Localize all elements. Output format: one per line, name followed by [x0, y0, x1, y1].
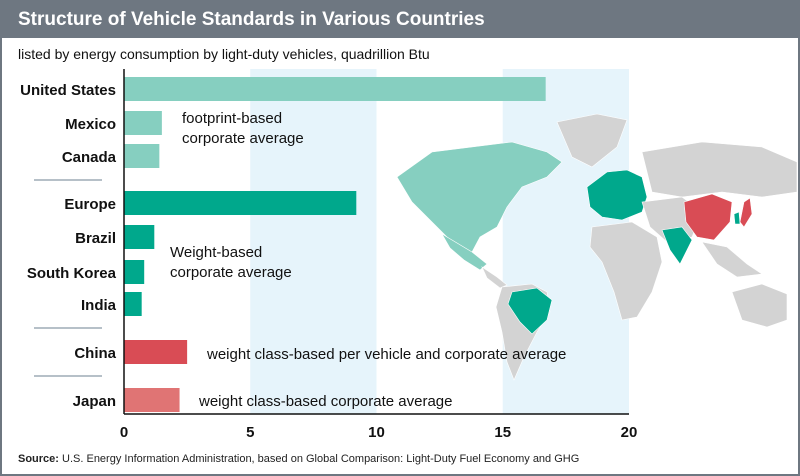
- map-india: [661, 226, 693, 265]
- map-russia: [641, 141, 798, 198]
- category-label: United States: [20, 82, 116, 99]
- bar-canada: [124, 144, 160, 168]
- map-central-america: [481, 266, 508, 289]
- map-southeast-asia: [701, 241, 763, 278]
- group-label: weight class-based corporate average: [198, 393, 452, 410]
- bar-united-states: [124, 77, 546, 101]
- source-note: Source: U.S. Energy Information Administ…: [18, 453, 579, 465]
- bar-south-korea: [124, 260, 145, 284]
- world-map: [396, 113, 798, 381]
- category-label: Brazil: [75, 230, 116, 247]
- bar-japan: [124, 388, 180, 412]
- map-china: [683, 193, 733, 241]
- group-label: corporate average: [170, 264, 292, 281]
- header-bar: Structure of Vehicle Standards in Variou…: [2, 2, 798, 38]
- map-south-korea: [733, 211, 741, 225]
- source-label: Source:: [18, 453, 59, 465]
- category-label: Europe: [64, 196, 116, 213]
- bar-europe: [124, 191, 357, 215]
- x-tick-label: 20: [621, 424, 638, 441]
- map-australia: [731, 283, 788, 328]
- map-greenland: [556, 113, 628, 168]
- group-label: corporate average: [182, 130, 304, 147]
- bar-china: [124, 340, 188, 364]
- map-japan: [739, 197, 753, 228]
- map-brazil: [507, 287, 553, 335]
- map-mexico: [441, 233, 488, 271]
- x-tick-label: 15: [494, 424, 511, 441]
- category-label: India: [81, 297, 117, 314]
- category-label: Japan: [73, 393, 116, 410]
- source-text: U.S. Energy Information Administration, …: [62, 453, 580, 465]
- category-label: Canada: [62, 149, 117, 166]
- group-label: Weight-based: [170, 244, 262, 261]
- category-label: Mexico: [65, 116, 116, 133]
- shaded-band: [250, 69, 377, 414]
- chart-title: Structure of Vehicle Standards in Variou…: [18, 9, 485, 30]
- map-north-america: [396, 141, 563, 253]
- map-africa: [589, 221, 663, 321]
- bar-mexico: [124, 111, 162, 135]
- x-tick-label: 5: [246, 424, 254, 441]
- x-tick-label: 0: [120, 424, 128, 441]
- bar-brazil: [124, 225, 155, 249]
- group-label: weight class-based per vehicle and corpo…: [206, 346, 566, 363]
- x-tick-label: 10: [368, 424, 385, 441]
- chart-subtitle: listed by energy consumption by light-du…: [18, 46, 430, 62]
- bar-india: [124, 292, 142, 316]
- group-label: footprint-based: [182, 110, 282, 127]
- category-label: China: [74, 345, 116, 362]
- category-label: South Korea: [27, 265, 117, 282]
